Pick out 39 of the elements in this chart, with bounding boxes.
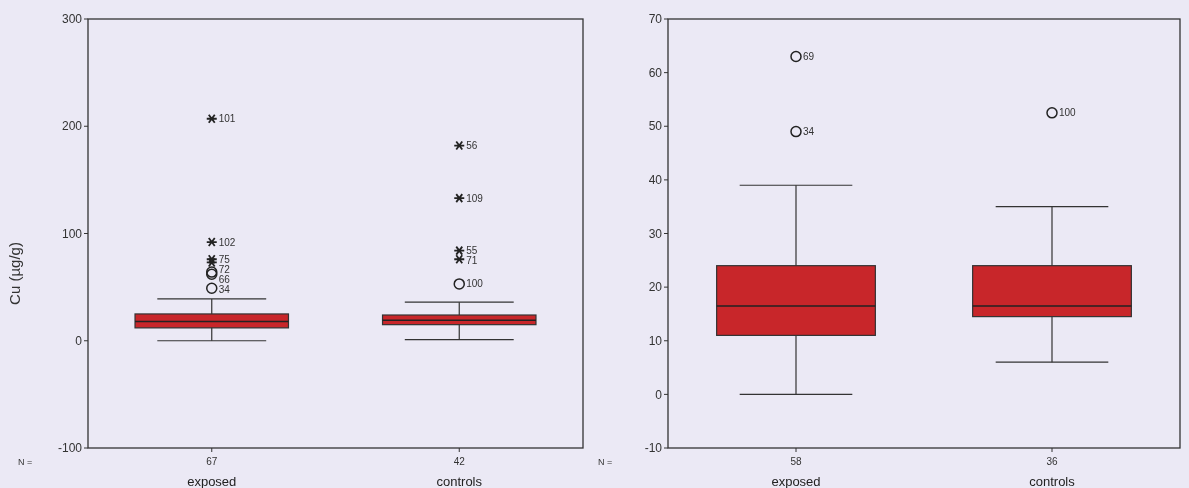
y-tick-label: 0: [655, 387, 663, 402]
y-tick-label: -100: [57, 441, 83, 456]
annotation: 100: [1059, 107, 1077, 119]
text: N =: [18, 457, 33, 467]
y-tick-label: 100: [61, 226, 83, 241]
text: 58: [790, 456, 802, 467]
y-tick-label: 40: [648, 173, 663, 188]
annotation: 101: [218, 113, 236, 125]
annotation: 71: [466, 255, 478, 267]
annotation: 72: [218, 263, 231, 275]
y-tick-label: 70: [648, 12, 663, 27]
annotation: 66: [218, 273, 231, 285]
y-tick-label: 50: [648, 119, 663, 134]
text: 67: [206, 456, 218, 467]
annotation: 102: [218, 236, 236, 248]
y-tick-label: 300: [61, 12, 83, 27]
x-tick-label: exposed: [187, 474, 237, 488]
annotation: 69: [803, 51, 815, 63]
x-tick-label: controls: [1029, 474, 1076, 488]
y-tick-label: 200: [61, 119, 83, 134]
annotation: 34: [218, 283, 231, 295]
y-tick-label: 20: [648, 280, 663, 295]
annotation: 100: [466, 278, 484, 290]
y-tick-label: 30: [648, 226, 663, 241]
text: 36: [1046, 456, 1058, 467]
text: 42: [453, 456, 466, 467]
annotation: 56: [466, 140, 478, 152]
y-tick-label: 60: [648, 65, 663, 80]
y-axis-title: Cu (µg/g): [6, 242, 23, 305]
annotation: 55: [466, 245, 478, 257]
annotation: 75: [218, 253, 231, 265]
y-tick-label: -10: [644, 441, 663, 456]
x-tick-label: exposed: [771, 474, 821, 488]
annotation: 34: [803, 126, 815, 138]
y-tick-label: 0: [75, 333, 83, 348]
text: N =: [598, 457, 613, 467]
annotation: 109: [466, 192, 484, 204]
y-tick-label: 10: [648, 333, 663, 348]
x-tick-label: controls: [436, 474, 483, 488]
